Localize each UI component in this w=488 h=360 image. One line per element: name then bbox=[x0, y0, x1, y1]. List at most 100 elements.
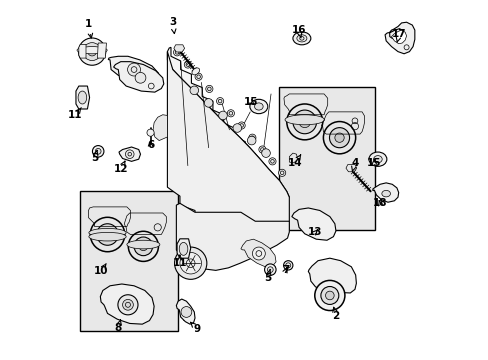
Text: 9: 9 bbox=[190, 322, 200, 334]
Circle shape bbox=[118, 295, 138, 315]
Text: 17: 17 bbox=[391, 29, 406, 42]
Polygon shape bbox=[384, 22, 414, 54]
Ellipse shape bbox=[292, 32, 310, 45]
Circle shape bbox=[247, 136, 255, 145]
Ellipse shape bbox=[192, 68, 199, 75]
Circle shape bbox=[278, 169, 285, 176]
Text: 11: 11 bbox=[172, 255, 187, 268]
Text: 11: 11 bbox=[68, 108, 82, 121]
Circle shape bbox=[195, 73, 202, 80]
Circle shape bbox=[325, 291, 333, 300]
Circle shape bbox=[181, 307, 191, 318]
Circle shape bbox=[248, 134, 255, 141]
Circle shape bbox=[292, 110, 316, 134]
Bar bbox=[278, 87, 375, 230]
Text: 8: 8 bbox=[114, 320, 122, 333]
Circle shape bbox=[128, 231, 158, 261]
Ellipse shape bbox=[285, 115, 324, 125]
Circle shape bbox=[97, 224, 118, 245]
Text: 13: 13 bbox=[307, 227, 322, 237]
Circle shape bbox=[78, 38, 105, 65]
Circle shape bbox=[122, 300, 133, 310]
Ellipse shape bbox=[381, 190, 389, 197]
Text: 4: 4 bbox=[350, 158, 358, 171]
Polygon shape bbox=[167, 47, 289, 197]
Ellipse shape bbox=[126, 240, 160, 249]
Text: 2: 2 bbox=[332, 307, 339, 320]
Polygon shape bbox=[167, 51, 289, 230]
Circle shape bbox=[314, 280, 344, 311]
Text: 6: 6 bbox=[146, 140, 154, 150]
Polygon shape bbox=[176, 203, 289, 270]
Polygon shape bbox=[177, 239, 190, 258]
Circle shape bbox=[127, 63, 140, 76]
Circle shape bbox=[252, 247, 265, 260]
Circle shape bbox=[90, 217, 124, 252]
Circle shape bbox=[102, 229, 113, 240]
Text: 5: 5 bbox=[264, 270, 271, 283]
Text: 12: 12 bbox=[113, 161, 128, 174]
Circle shape bbox=[268, 158, 276, 165]
Polygon shape bbox=[372, 183, 398, 202]
Circle shape bbox=[227, 110, 234, 117]
Polygon shape bbox=[97, 43, 106, 58]
Text: 7: 7 bbox=[282, 265, 289, 275]
Circle shape bbox=[125, 150, 134, 158]
Text: 3: 3 bbox=[169, 17, 176, 33]
Circle shape bbox=[190, 86, 198, 95]
Circle shape bbox=[218, 111, 227, 120]
Circle shape bbox=[264, 264, 276, 275]
Polygon shape bbox=[289, 153, 297, 163]
Circle shape bbox=[92, 145, 104, 157]
Text: 15: 15 bbox=[243, 97, 258, 107]
Circle shape bbox=[174, 247, 206, 279]
Circle shape bbox=[147, 129, 154, 136]
Text: 10: 10 bbox=[94, 264, 108, 276]
Circle shape bbox=[286, 104, 322, 140]
Circle shape bbox=[238, 122, 244, 129]
Polygon shape bbox=[153, 115, 167, 140]
Circle shape bbox=[267, 267, 273, 273]
Polygon shape bbox=[241, 239, 276, 267]
Ellipse shape bbox=[179, 242, 187, 255]
Polygon shape bbox=[113, 62, 163, 92]
Circle shape bbox=[298, 116, 310, 128]
Ellipse shape bbox=[89, 232, 126, 241]
Polygon shape bbox=[174, 45, 184, 52]
Polygon shape bbox=[108, 56, 159, 84]
Text: 18: 18 bbox=[372, 198, 386, 208]
Polygon shape bbox=[391, 30, 406, 44]
Ellipse shape bbox=[89, 228, 126, 237]
Circle shape bbox=[135, 72, 145, 83]
Circle shape bbox=[95, 148, 101, 154]
Circle shape bbox=[88, 47, 96, 56]
Polygon shape bbox=[308, 258, 356, 293]
Polygon shape bbox=[346, 165, 356, 172]
Ellipse shape bbox=[296, 35, 306, 42]
Polygon shape bbox=[79, 44, 86, 58]
Circle shape bbox=[184, 61, 191, 68]
Ellipse shape bbox=[249, 99, 267, 114]
Ellipse shape bbox=[368, 152, 386, 166]
Text: 5: 5 bbox=[91, 150, 98, 163]
Circle shape bbox=[258, 146, 265, 153]
Ellipse shape bbox=[78, 91, 86, 104]
Polygon shape bbox=[100, 284, 154, 324]
Circle shape bbox=[173, 49, 180, 56]
Circle shape bbox=[134, 237, 152, 256]
Polygon shape bbox=[119, 147, 140, 161]
Circle shape bbox=[180, 252, 201, 274]
Polygon shape bbox=[76, 86, 89, 109]
Text: 1: 1 bbox=[85, 19, 92, 38]
Circle shape bbox=[83, 42, 101, 60]
Circle shape bbox=[233, 124, 241, 132]
Circle shape bbox=[283, 261, 292, 270]
Ellipse shape bbox=[254, 103, 263, 110]
Circle shape bbox=[320, 287, 338, 305]
Circle shape bbox=[334, 133, 344, 142]
Circle shape bbox=[205, 85, 212, 93]
Text: 14: 14 bbox=[287, 155, 302, 168]
Circle shape bbox=[329, 128, 349, 148]
Polygon shape bbox=[291, 208, 335, 240]
Text: 15: 15 bbox=[366, 158, 381, 168]
